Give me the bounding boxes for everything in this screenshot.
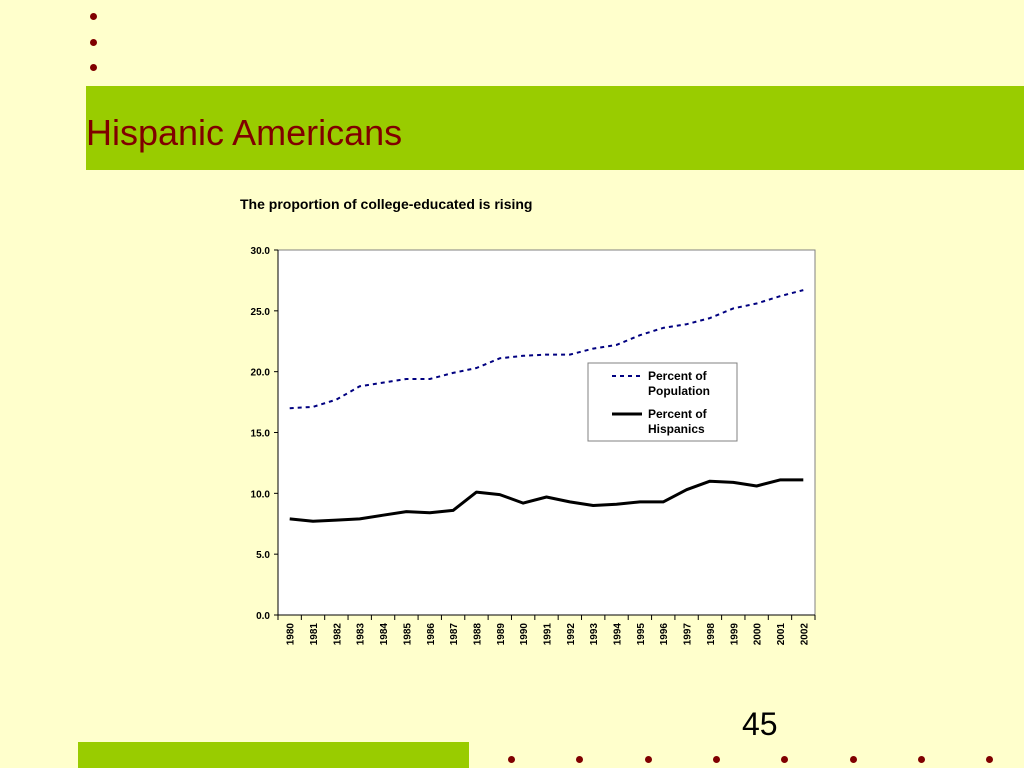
x-tick-label: 1991 <box>543 623 554 646</box>
x-tick-label: 1984 <box>379 623 390 646</box>
x-tick-label: 1997 <box>683 623 694 646</box>
x-tick-label: 1980 <box>286 623 297 646</box>
x-tick-label: 1982 <box>332 623 343 646</box>
y-tick-label: 15.0 <box>251 429 271 440</box>
x-tick-label: 2002 <box>799 623 810 646</box>
x-tick-label: 1989 <box>496 623 507 646</box>
bullet-dot-2 <box>90 39 97 46</box>
footer-dot-6 <box>850 756 857 763</box>
y-tick-label: 25.0 <box>251 307 271 318</box>
x-tick-label: 1999 <box>729 623 740 646</box>
footer-dot-8 <box>986 756 993 763</box>
x-tick-label: 2001 <box>776 623 787 646</box>
x-tick-label: 1995 <box>636 623 647 646</box>
y-tick-label: 5.0 <box>256 550 270 561</box>
footer-accent-bar <box>78 742 469 768</box>
legend-label: Percent of Hispanics <box>648 407 708 436</box>
bullet-dot-1 <box>90 13 97 20</box>
footer-dot-5 <box>781 756 788 763</box>
chart-axes: 0.0 5.0 10.0 15.0 20.0 25.0 30.0 1980 1981 1982 19… <box>251 246 816 646</box>
title-accent-bar <box>86 86 1024 170</box>
footer-dot-1 <box>508 756 515 763</box>
x-tick-label: 1993 <box>589 623 600 646</box>
y-tick-label: 0.0 <box>256 611 270 622</box>
slide-number: 45 <box>742 706 778 742</box>
chart-series <box>289 289 804 523</box>
x-tick-label: 1996 <box>659 623 670 646</box>
y-tick-label: 30.0 <box>251 246 271 257</box>
chart-title: The proportion of college-educated is ri… <box>240 196 533 212</box>
chart-legend: Percent of Population Percent of Hispanics <box>587 362 738 442</box>
footer-dot-4 <box>713 756 720 763</box>
y-tick-label: 20.0 <box>251 368 271 379</box>
series-line-hispanics <box>289 478 804 523</box>
bullet-dot-3 <box>90 64 97 71</box>
x-tick-label: 1988 <box>472 623 483 646</box>
footer-dot-3 <box>645 756 652 763</box>
x-tick-label: 1983 <box>356 623 367 646</box>
y-tick-label: 10.0 <box>251 489 271 500</box>
x-tick-label: 1981 <box>309 623 320 646</box>
series-line-population <box>289 289 804 410</box>
x-tick-label: 1990 <box>519 623 530 646</box>
legend-label: Percent of Population <box>648 369 710 398</box>
x-tick-label: 1992 <box>566 623 577 646</box>
slide-title: Hispanic Americans <box>86 112 403 153</box>
footer-dot-2 <box>576 756 583 763</box>
x-tick-label: 2000 <box>753 623 764 646</box>
x-tick-label: 1986 <box>426 623 437 646</box>
x-tick-label: 1985 <box>402 623 413 646</box>
x-tick-label: 1998 <box>706 623 717 646</box>
footer-dot-7 <box>918 756 925 763</box>
x-tick-label: 1994 <box>613 623 624 646</box>
x-tick-label: 1987 <box>449 623 460 646</box>
